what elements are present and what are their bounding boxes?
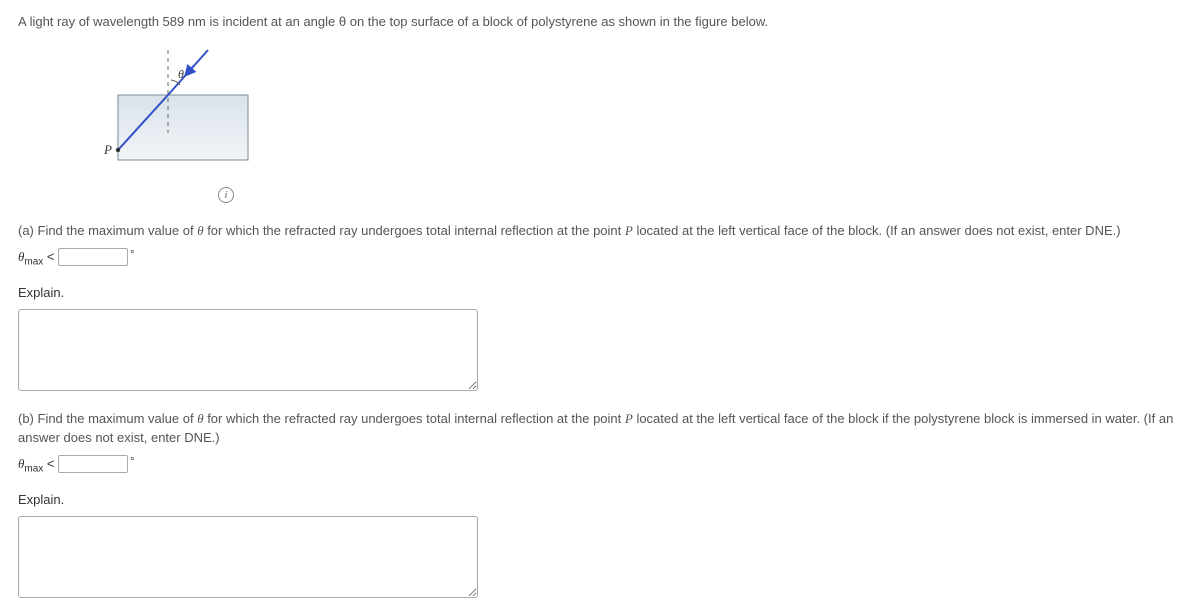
- pb-unit: °: [130, 456, 134, 468]
- pb-lt: <: [43, 456, 58, 471]
- part-b-text: (b) Find the maximum value of θ for whic…: [18, 409, 1182, 448]
- part-a-input-row: θmax < °: [18, 247, 1182, 270]
- part-a-input[interactable]: [58, 248, 128, 266]
- info-icon[interactable]: i: [218, 187, 234, 203]
- pb-explain-label: Explain.: [18, 490, 1182, 510]
- pb-before: (b) Find the maximum value of: [18, 411, 197, 426]
- part-b-input-row: θmax < °: [18, 454, 1182, 477]
- pa-unit: °: [130, 249, 134, 261]
- pa-P: P: [625, 223, 633, 238]
- pb-mid: for which the refracted ray undergoes to…: [204, 411, 625, 426]
- intro-text: A light ray of wavelength 589 nm is inci…: [18, 12, 1182, 32]
- part-b-explain[interactable]: [18, 516, 478, 598]
- pa-explain-label: Explain.: [18, 283, 1182, 303]
- pb-P: P: [625, 411, 633, 426]
- part-a-text: (a) Find the maximum value of θ for whic…: [18, 221, 1182, 241]
- part-a-explain[interactable]: [18, 309, 478, 391]
- pa-before: (a) Find the maximum value of: [18, 223, 197, 238]
- svg-text:P: P: [103, 142, 112, 157]
- figure: θP: [78, 40, 278, 180]
- pa-after: located at the left vertical face of the…: [633, 223, 1121, 238]
- pb-sub: max: [24, 463, 43, 474]
- svg-text:θ: θ: [178, 67, 184, 81]
- part-b-input[interactable]: [58, 455, 128, 473]
- pa-mid: for which the refracted ray undergoes to…: [204, 223, 625, 238]
- pa-lt: <: [43, 249, 58, 264]
- pa-sub: max: [24, 256, 43, 267]
